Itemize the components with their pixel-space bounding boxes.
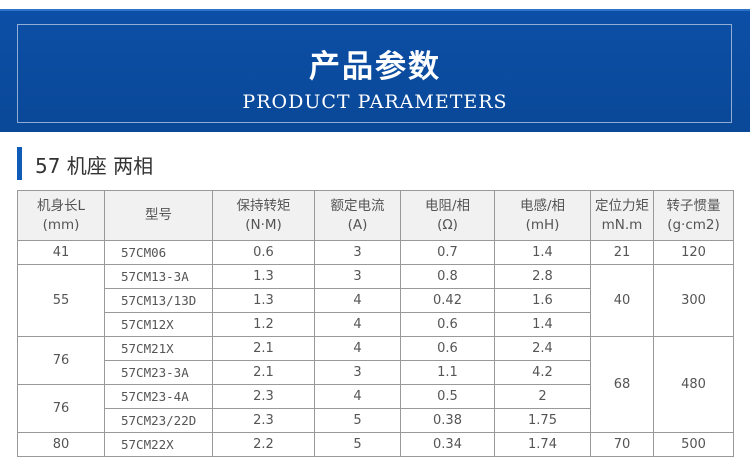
detent-cell: 21 xyxy=(590,240,654,265)
model-cell: 57CM13/13D xyxy=(104,288,213,313)
model-cell: 57CM13-3A xyxy=(104,264,213,289)
resistance-cell: 0.7 xyxy=(400,240,495,265)
inductance-cell: 1.4 xyxy=(494,240,591,265)
current-cell: 4 xyxy=(314,384,401,409)
header-length: 机身长L (mm) xyxy=(17,190,105,241)
inertia-cell: 120 xyxy=(653,240,734,265)
current-cell: 3 xyxy=(314,264,401,289)
model-cell: 57CM23/22D xyxy=(104,408,213,433)
model-cell: 57CM12X xyxy=(104,312,213,337)
current-cell: 3 xyxy=(314,240,401,265)
current-cell: 4 xyxy=(314,312,401,337)
current-cell: 5 xyxy=(314,408,401,433)
current-cell: 5 xyxy=(314,432,401,457)
detent-cell: 40 xyxy=(590,264,654,337)
table-row: 76 57CM21X 2.1 4 0.6 2.4 68 480 xyxy=(17,336,734,433)
length-cell: 76 xyxy=(17,384,105,433)
inertia-cell: 480 xyxy=(653,336,734,433)
model-cell: 57CM22X xyxy=(104,432,213,457)
current-cell: 3 xyxy=(314,360,401,385)
detent-cell: 70 xyxy=(590,432,654,457)
banner-title: 产品参数 xyxy=(309,49,441,85)
inertia-cell: 300 xyxy=(653,264,734,337)
inductance-cell: 2.4 xyxy=(494,336,591,361)
inductance-cell: 1.4 xyxy=(494,312,591,337)
resistance-cell: 0.8 xyxy=(400,264,495,289)
banner-subtitle: PRODUCT PARAMETERS xyxy=(242,91,508,113)
length-cell: 80 xyxy=(17,432,105,457)
table-row: 57CM13/13D 1.3 4 0.42 1.6 xyxy=(18,288,734,313)
torque-cell: 2.2 xyxy=(212,432,315,457)
torque-cell: 2.1 xyxy=(212,336,315,361)
resistance-cell: 0.6 xyxy=(400,336,495,361)
inertia-cell: 500 xyxy=(653,432,734,457)
table-row: 57CM23/22D 2.3 5 0.38 1.75 xyxy=(18,408,734,433)
torque-cell: 2.3 xyxy=(212,384,315,409)
inductance-cell: 2.8 xyxy=(494,264,591,289)
header-banner: 产品参数 PRODUCT PARAMETERS xyxy=(0,9,750,132)
parameters-table: 机身长L (mm) 型号 保持转矩 (N·M) 额定电流 (A) 电阻/相 (Ω) 电感… xyxy=(17,190,734,457)
model-cell: 57CM23-3A xyxy=(104,360,213,385)
length-cell: 76 xyxy=(17,336,105,385)
section-title: 57 机座 两相 xyxy=(35,154,154,178)
resistance-cell: 0.42 xyxy=(400,288,495,313)
inductance-cell: 1.75 xyxy=(494,408,591,433)
table-row: 55 57CM13-3A 1.3 3 0.8 2.8 40 300 xyxy=(17,264,734,337)
section-accent-bar xyxy=(17,147,22,180)
model-cell: 57CM06 xyxy=(104,240,213,265)
torque-cell: 2.1 xyxy=(212,360,315,385)
header-rated-current: 额定电流 (A) xyxy=(314,190,401,241)
resistance-cell: 0.6 xyxy=(400,312,495,337)
torque-cell: 1.2 xyxy=(212,312,315,337)
banner-frame xyxy=(17,24,732,123)
inductance-cell: 1.74 xyxy=(494,432,591,457)
resistance-cell: 0.34 xyxy=(400,432,495,457)
length-cell: 55 xyxy=(17,264,105,337)
length-cell: 41 xyxy=(17,240,105,265)
header-inductance: 电感/相 (mH) xyxy=(494,190,591,241)
current-cell: 4 xyxy=(314,336,401,361)
resistance-cell: 1.1 xyxy=(400,360,495,385)
current-cell: 4 xyxy=(314,288,401,313)
inductance-cell: 4.2 xyxy=(494,360,591,385)
torque-cell: 1.3 xyxy=(212,264,315,289)
table-row: 76 57CM23-4A 2.3 4 0.5 2 xyxy=(17,384,734,433)
table-row: 57CM23-3A 2.1 3 1.1 4.2 xyxy=(18,360,734,385)
model-cell: 57CM21X xyxy=(104,336,213,361)
header-holding-torque: 保持转矩 (N·M) xyxy=(212,190,315,241)
table-row: 57CM12X 1.2 4 0.6 1.4 xyxy=(18,312,734,337)
header-detent-torque: 定位力矩 mN.m xyxy=(590,190,654,241)
table-row: 80 57CM22X 2.2 5 0.34 1.74 70 500 xyxy=(17,432,734,457)
model-cell: 57CM23-4A xyxy=(104,384,213,409)
detent-cell: 68 xyxy=(590,336,654,433)
resistance-cell: 0.38 xyxy=(400,408,495,433)
header-model: 型号 xyxy=(104,190,213,241)
header-resistance: 电阻/相 (Ω) xyxy=(400,190,495,241)
inductance-cell: 2 xyxy=(494,384,591,409)
torque-cell: 0.6 xyxy=(212,240,315,265)
resistance-cell: 0.5 xyxy=(400,384,495,409)
header-rotor-inertia: 转子惯量 (g·cm2) xyxy=(653,190,734,241)
table-header-row: 机身长L (mm) 型号 保持转矩 (N·M) 额定电流 (A) 电阻/相 (Ω) 电感… xyxy=(17,190,734,241)
table-row: 41 57CM06 0.6 3 0.7 1.4 21 120 xyxy=(17,240,734,265)
torque-cell: 1.3 xyxy=(212,288,315,313)
torque-cell: 2.3 xyxy=(212,408,315,433)
inductance-cell: 1.6 xyxy=(494,288,591,313)
